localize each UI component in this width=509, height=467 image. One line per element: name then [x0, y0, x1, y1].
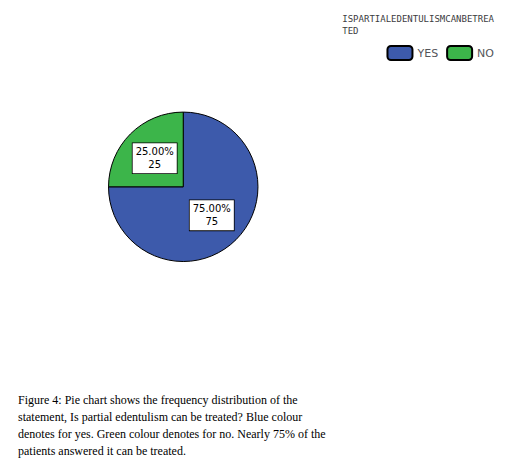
svg-text:75: 75 [205, 216, 218, 227]
svg-text:TED: TED [342, 26, 358, 36]
svg-text:Figure 4: Pie chart shows the: Figure 4: Pie chart shows the frequency … [18, 393, 298, 407]
svg-text:25: 25 [148, 159, 161, 170]
svg-text:ISPARTIALEDENTULISMCANBETREA: ISPARTIALEDENTULISMCANBETREA [342, 14, 494, 24]
svg-text:75.00%: 75.00% [193, 203, 231, 214]
svg-text:25.00%: 25.00% [136, 146, 174, 157]
svg-text:denotes for yes. Green colour: denotes for yes. Green colour denotes fo… [18, 427, 326, 441]
svg-text:patients answered it can be tr: patients answered it can be treated. [18, 444, 186, 458]
svg-text:statement, Is partial edentuli: statement, Is partial edentulism can be … [18, 410, 302, 424]
svg-text:YES: YES [416, 47, 438, 60]
svg-text:NO: NO [477, 47, 494, 60]
